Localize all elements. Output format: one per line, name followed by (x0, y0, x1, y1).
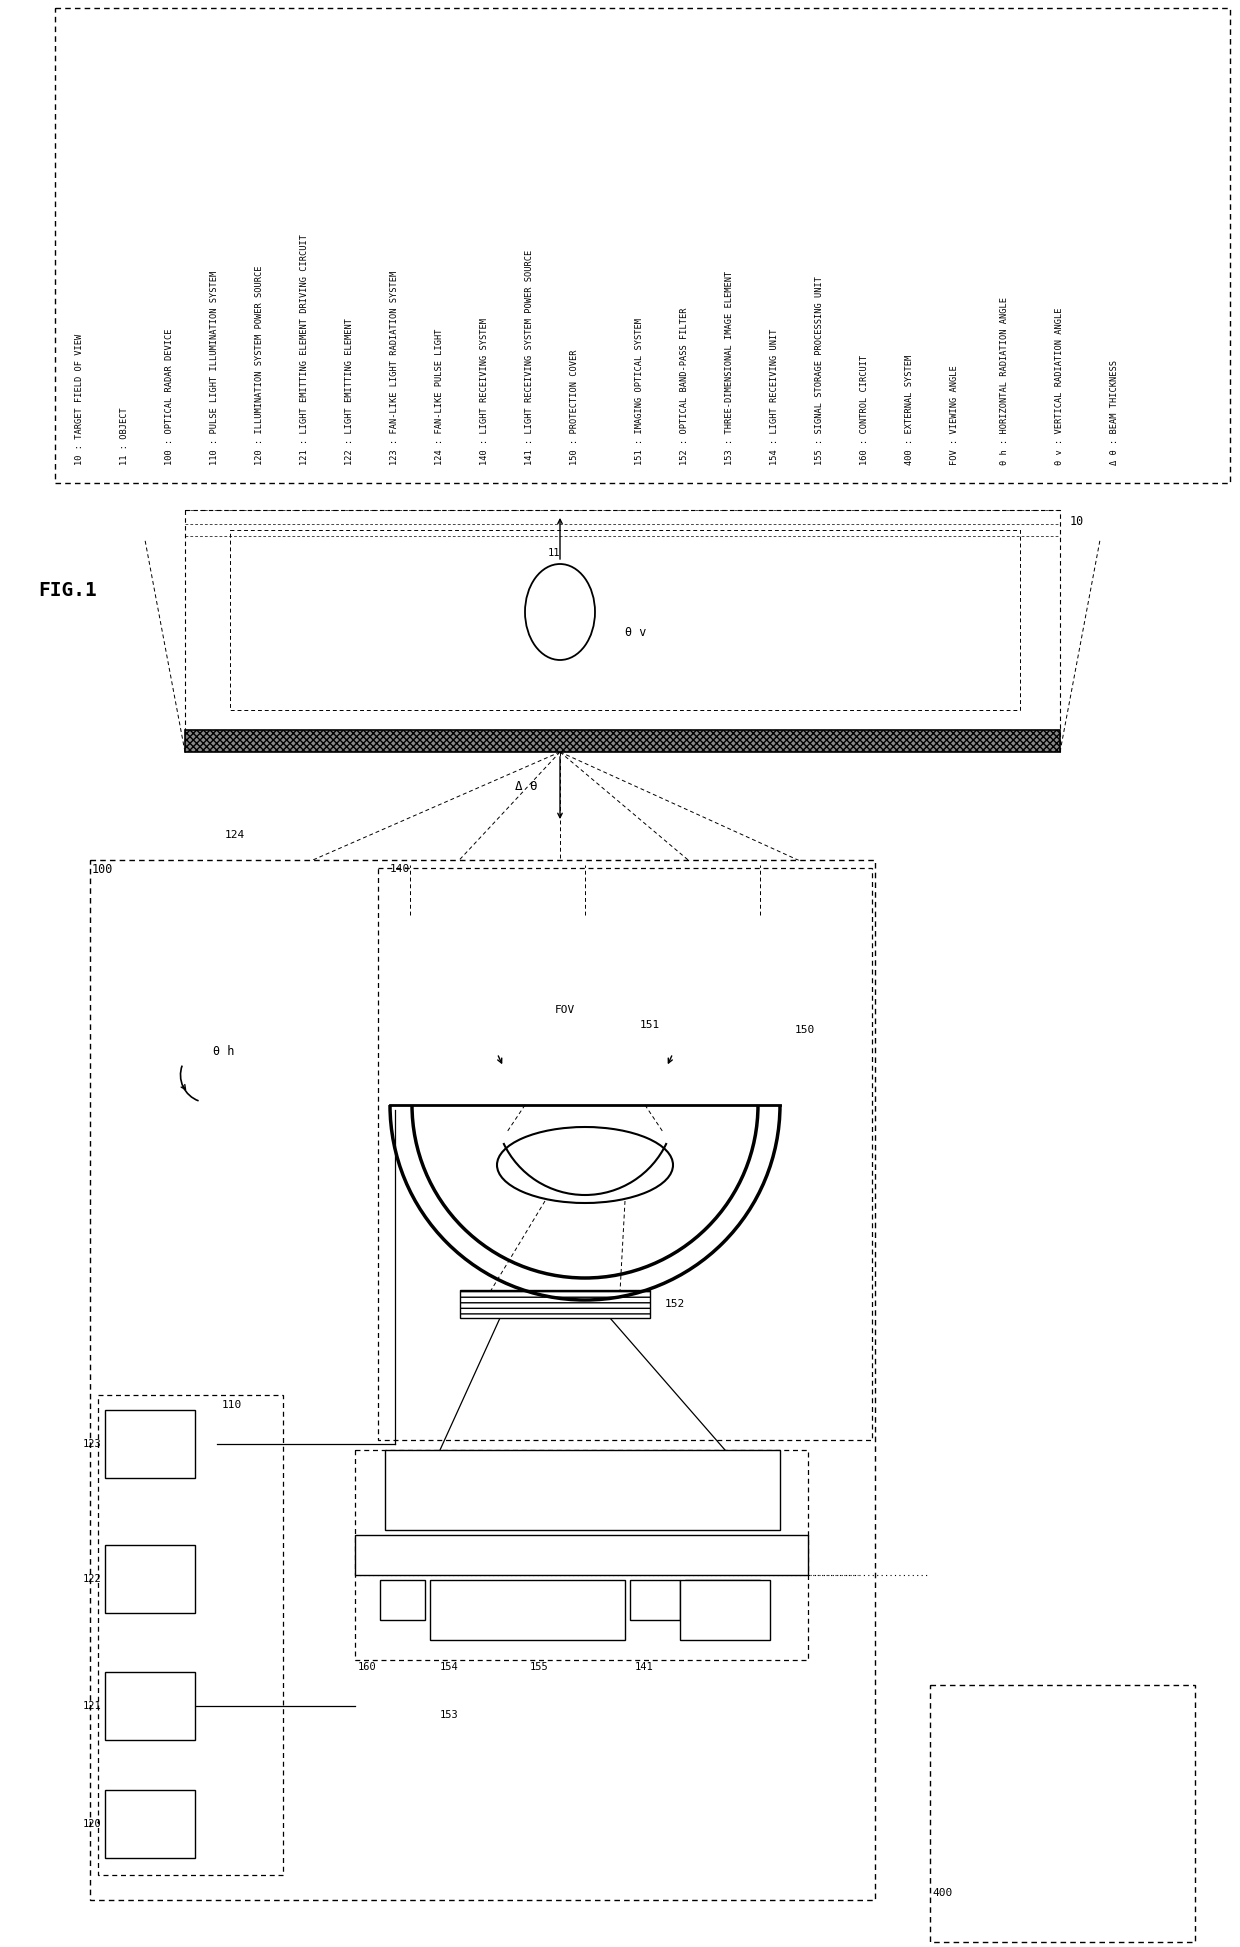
Text: 122 : LIGHT EMITTING ELEMENT: 122 : LIGHT EMITTING ELEMENT (345, 317, 353, 465)
Text: 121 : LIGHT EMITTING ELEMENT DRIVING CIRCUIT: 121 : LIGHT EMITTING ELEMENT DRIVING CIR… (300, 234, 309, 465)
Text: 140: 140 (391, 864, 410, 874)
Bar (460, 1291, 650, 1318)
Bar (185, 510, 1060, 730)
Text: 122: 122 (82, 1573, 100, 1585)
Text: θ h: θ h (213, 1046, 234, 1057)
Text: 10: 10 (1070, 516, 1084, 528)
Text: 155 : SIGNAL STORAGE PROCESSING UNIT: 155 : SIGNAL STORAGE PROCESSING UNIT (815, 276, 825, 465)
Bar (384, 1451, 780, 1530)
Bar (680, 1581, 770, 1639)
Bar (930, 1684, 1195, 1941)
Text: 155: 155 (529, 1663, 549, 1672)
Bar (105, 1789, 195, 1857)
Bar (185, 730, 1060, 752)
Ellipse shape (525, 565, 595, 660)
Text: 141: 141 (635, 1663, 653, 1672)
Bar (355, 1534, 808, 1575)
Ellipse shape (497, 1127, 673, 1203)
Text: 154: 154 (440, 1663, 459, 1672)
Bar (684, 1581, 760, 1620)
Text: θ h : HORIZONTAL RADIATION ANGLE: θ h : HORIZONTAL RADIATION ANGLE (999, 298, 1009, 465)
Text: 121: 121 (82, 1702, 100, 1711)
Text: 400: 400 (932, 1889, 952, 1898)
Bar (55, 8, 1230, 483)
Text: FIG.1: FIG.1 (38, 580, 97, 600)
Text: 160 : CONTROL CIRCUIT: 160 : CONTROL CIRCUIT (861, 354, 869, 465)
Text: 10 : TARGET FIELD OF VIEW: 10 : TARGET FIELD OF VIEW (74, 333, 84, 465)
Text: FOV : VIEWING ANGLE: FOV : VIEWING ANGLE (950, 366, 959, 465)
Text: 123 : FAN-LIKE LIGHT RADIATION SYSTEM: 123 : FAN-LIKE LIGHT RADIATION SYSTEM (391, 271, 399, 465)
Bar (105, 1672, 195, 1741)
Text: 124: 124 (224, 829, 246, 839)
Bar (229, 530, 1021, 711)
Text: 153 : THREE-DIMENSIONAL IMAGE ELEMENT: 153 : THREE-DIMENSIONAL IMAGE ELEMENT (725, 271, 734, 465)
Bar (379, 1581, 425, 1620)
Text: 154 : LIGHT RECEIVING UNIT: 154 : LIGHT RECEIVING UNIT (770, 329, 779, 465)
Bar (430, 1581, 625, 1639)
Bar (91, 861, 875, 1900)
Text: 110: 110 (222, 1400, 242, 1410)
Text: θ v : VERTICAL RADIATION ANGLE: θ v : VERTICAL RADIATION ANGLE (1055, 308, 1064, 465)
Text: 120: 120 (82, 1818, 100, 1828)
Bar (98, 1394, 283, 1875)
Text: 160: 160 (706, 1589, 724, 1598)
Text: 150: 150 (795, 1024, 815, 1036)
Text: FOV: FOV (554, 1005, 575, 1014)
Text: 153: 153 (440, 1709, 459, 1719)
Text: 140 : LIGHT RECEIVING SYSTEM: 140 : LIGHT RECEIVING SYSTEM (480, 317, 489, 465)
Text: 123: 123 (82, 1439, 100, 1449)
Text: 152: 152 (665, 1299, 686, 1308)
Text: 151: 151 (640, 1020, 660, 1030)
Text: 120 : ILLUMINATION SYSTEM POWER SOURCE: 120 : ILLUMINATION SYSTEM POWER SOURCE (255, 265, 264, 465)
Text: 11: 11 (548, 547, 560, 559)
Text: 124 : FAN-LIKE PULSE LIGHT: 124 : FAN-LIKE PULSE LIGHT (435, 329, 444, 465)
Text: 100 : OPTICAL RADAR DEVICE: 100 : OPTICAL RADAR DEVICE (165, 329, 174, 465)
Text: 151 : IMAGING OPTICAL SYSTEM: 151 : IMAGING OPTICAL SYSTEM (635, 317, 644, 465)
Bar (355, 1451, 808, 1661)
Text: θ v: θ v (625, 625, 646, 639)
Bar (378, 868, 872, 1441)
Text: 160: 160 (358, 1663, 377, 1672)
Text: 400 : EXTERNAL SYSTEM: 400 : EXTERNAL SYSTEM (905, 354, 914, 465)
Text: 11 : OBJECT: 11 : OBJECT (120, 407, 129, 465)
Text: Δ θ : BEAM THICKNESS: Δ θ : BEAM THICKNESS (1110, 360, 1118, 465)
Text: 100: 100 (92, 863, 113, 876)
Bar (630, 1581, 680, 1620)
Text: 150 : PROTECTION COVER: 150 : PROTECTION COVER (570, 350, 579, 465)
Text: 110 : PULSE LIGHT ILLUMINATION SYSTEM: 110 : PULSE LIGHT ILLUMINATION SYSTEM (210, 271, 219, 465)
Text: 152 : OPTICAL BAND-PASS FILTER: 152 : OPTICAL BAND-PASS FILTER (680, 308, 689, 465)
Bar (105, 1410, 195, 1478)
Text: Δ θ: Δ θ (515, 781, 537, 792)
Text: 141 : LIGHT RECEIVING SYSTEM POWER SOURCE: 141 : LIGHT RECEIVING SYSTEM POWER SOURC… (525, 249, 534, 465)
Bar (105, 1546, 195, 1612)
